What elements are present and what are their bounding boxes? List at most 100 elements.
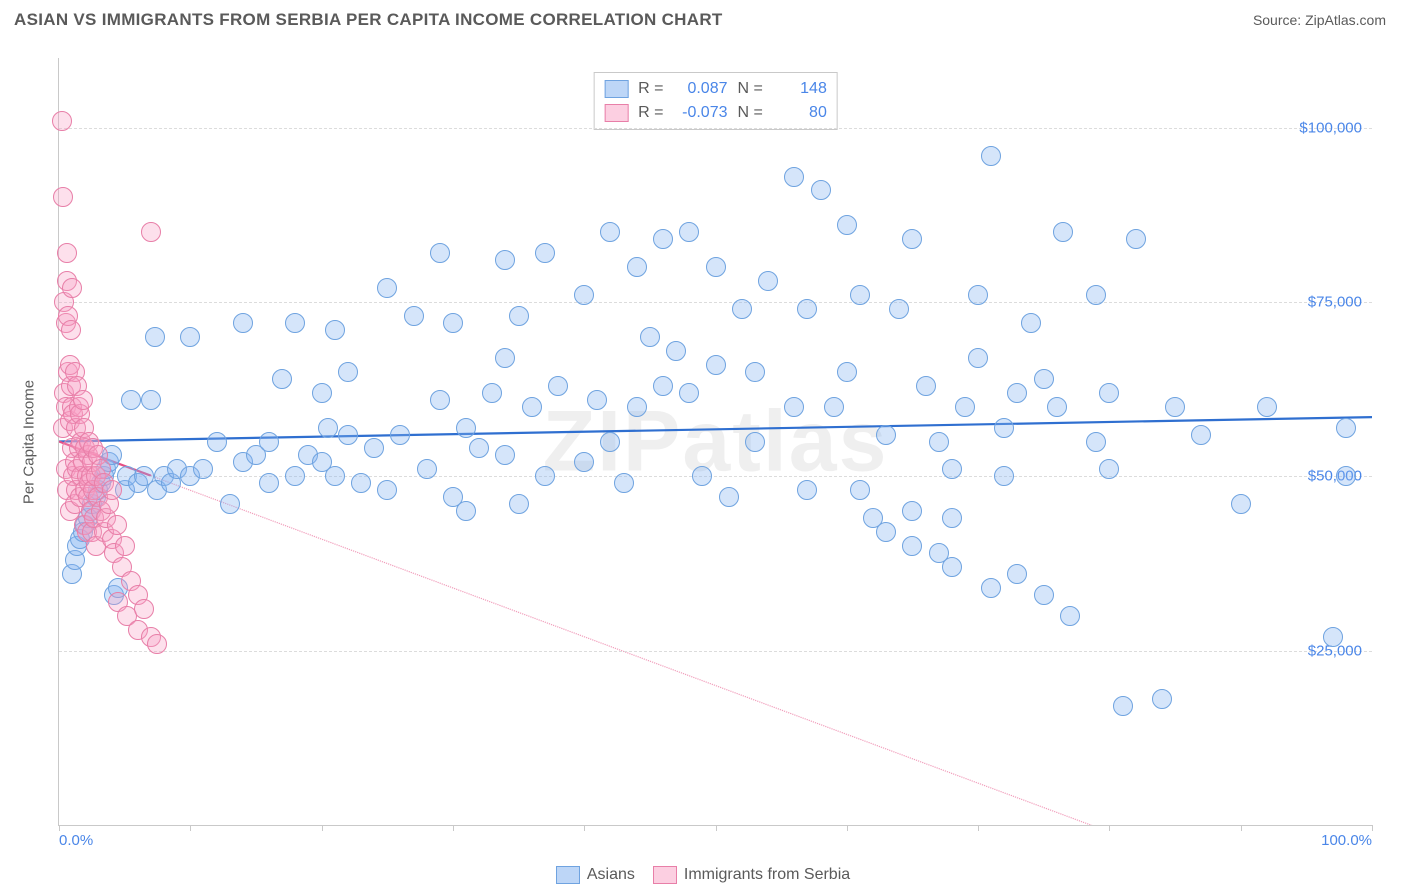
x-tick [1372,825,1373,831]
data-point-asians [338,362,358,382]
data-point-serbia [102,480,122,500]
plot-area: ZIPatlas Per Capita Income 0.0% 100.0% R… [58,58,1372,826]
data-point-asians [850,480,870,500]
n-value-asians: 148 [773,77,827,101]
y-tick-label: $75,000 [1308,294,1362,311]
data-point-asians [902,501,922,521]
data-point-asians [955,397,975,417]
data-point-asians [1053,222,1073,242]
data-point-asians [574,285,594,305]
legend-item-serbia: Immigrants from Serbia [653,866,850,884]
stats-row-asians: R = 0.087 N = 148 [604,77,827,101]
data-point-asians [876,522,896,542]
correlation-stats-box: R = 0.087 N = 148 R = -0.073 N = 80 [593,72,838,130]
data-point-serbia [134,599,154,619]
data-point-asians [443,313,463,333]
data-point-asians [430,390,450,410]
data-point-asians [981,146,1001,166]
data-point-asians [456,501,476,521]
data-point-asians [837,362,857,382]
data-point-asians [272,369,292,389]
data-point-asians [876,425,896,445]
data-point-asians [364,438,384,458]
data-point-asians [1231,494,1251,514]
header: ASIAN VS IMMIGRANTS FROM SERBIA PER CAPI… [0,0,1406,36]
data-point-asians [1126,229,1146,249]
data-point-asians [390,425,410,445]
data-point-asians [600,432,620,452]
data-point-asians [1007,383,1027,403]
x-axis-label-min: 0.0% [59,832,93,849]
legend-item-asians: Asians [556,866,635,884]
gridline [59,651,1372,652]
gridline [59,476,1372,477]
data-point-asians [968,285,988,305]
data-point-asians [1060,606,1080,626]
data-point-serbia [147,634,167,654]
data-point-asians [732,299,752,319]
chart-title: ASIAN VS IMMIGRANTS FROM SERBIA PER CAPI… [14,10,723,30]
data-point-asians [285,313,305,333]
data-point-asians [285,466,305,486]
data-point-asians [259,473,279,493]
x-tick [190,825,191,831]
swatch-serbia [604,104,628,122]
data-point-asians [666,341,686,361]
n-value-serbia: 80 [773,101,827,125]
x-tick [1109,825,1110,831]
data-point-asians [233,313,253,333]
data-point-asians [1191,425,1211,445]
data-point-asians [548,376,568,396]
data-point-asians [692,466,712,486]
data-point-asians [758,271,778,291]
data-point-asians [929,432,949,452]
data-point-asians [968,348,988,368]
data-point-asians [220,494,240,514]
data-point-asians [1323,627,1343,647]
data-point-asians [902,536,922,556]
bottom-legend: Asians Immigrants from Serbia [0,866,1406,884]
data-point-asians [706,355,726,375]
x-tick [322,825,323,831]
data-point-asians [797,299,817,319]
data-point-asians [180,327,200,347]
data-point-asians [574,452,594,472]
r-label: R = [638,101,663,125]
data-point-asians [1336,418,1356,438]
data-point-serbia [57,243,77,263]
data-point-asians [1034,369,1054,389]
data-point-asians [902,229,922,249]
data-point-asians [706,257,726,277]
data-point-asians [587,390,607,410]
data-point-asians [653,376,673,396]
data-point-asians [509,494,529,514]
chart-container: ZIPatlas Per Capita Income 0.0% 100.0% R… [14,44,1392,854]
data-point-asians [404,306,424,326]
data-point-asians [679,222,699,242]
gridline [59,302,1372,303]
data-point-asians [338,425,358,445]
data-point-asians [1047,397,1067,417]
data-point-asians [456,418,476,438]
data-point-asians [482,383,502,403]
data-point-asians [377,480,397,500]
data-point-asians [312,383,332,403]
data-point-asians [797,480,817,500]
data-point-asians [495,445,515,465]
data-point-asians [325,466,345,486]
data-point-asians [1086,432,1106,452]
stats-row-serbia: R = -0.073 N = 80 [604,101,827,125]
data-point-asians [942,508,962,528]
x-tick [978,825,979,831]
data-point-asians [509,306,529,326]
data-point-asians [889,299,909,319]
x-tick [453,825,454,831]
data-point-asians [351,473,371,493]
r-value-asians: 0.087 [674,77,728,101]
source-attribution: Source: ZipAtlas.com [1253,12,1386,28]
source-prefix: Source: [1253,12,1305,28]
source-name: ZipAtlas.com [1305,12,1386,28]
legend-swatch-serbia [653,866,677,884]
data-point-asians [653,229,673,249]
data-point-serbia [107,515,127,535]
